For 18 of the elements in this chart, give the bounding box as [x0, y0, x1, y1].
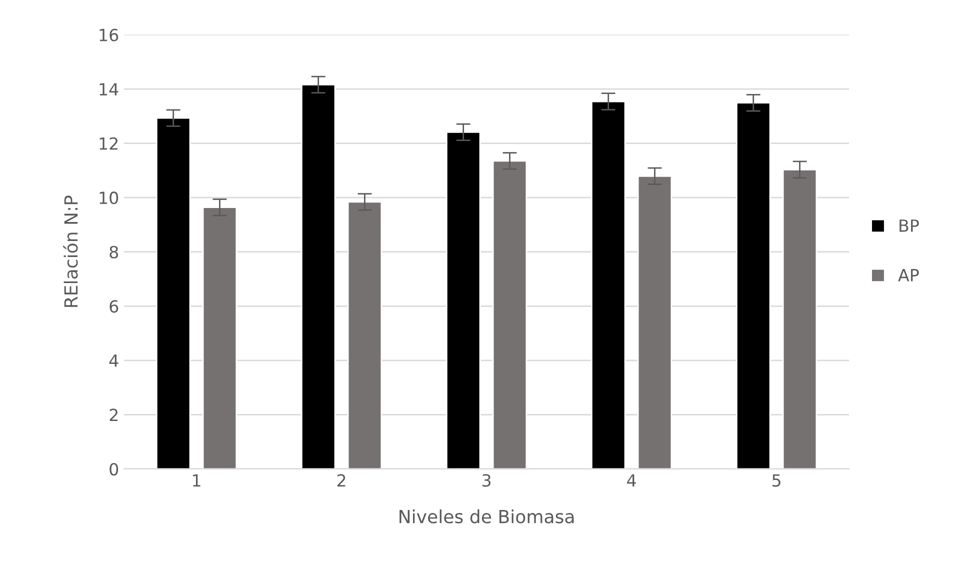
y-tick-label: 10	[100, 192, 118, 204]
legend-label: AP	[898, 269, 919, 282]
x-tick-label: 2	[337, 474, 346, 487]
x-tick-label: 5	[772, 474, 780, 487]
x-tick-label: 1	[193, 474, 200, 487]
y-tick-label: 8	[110, 246, 118, 258]
y-tick-label: 16	[100, 28, 118, 42]
y-tick-label: 4	[109, 354, 118, 367]
x-tick-label: 4	[627, 474, 636, 487]
legend-label: BP	[900, 220, 919, 232]
y-tick-label: 14	[100, 83, 118, 96]
y-tick-label: 12	[100, 137, 118, 150]
x-axis-title: Niveles de Biomasa	[400, 509, 574, 524]
y-tick-label: 6	[110, 300, 118, 313]
y-tick-label: 0	[110, 462, 118, 476]
y-tick-label: 2	[110, 408, 118, 422]
x-tick-label: 3	[482, 474, 491, 487]
y-axis-title: RElación N:P	[63, 196, 78, 307]
